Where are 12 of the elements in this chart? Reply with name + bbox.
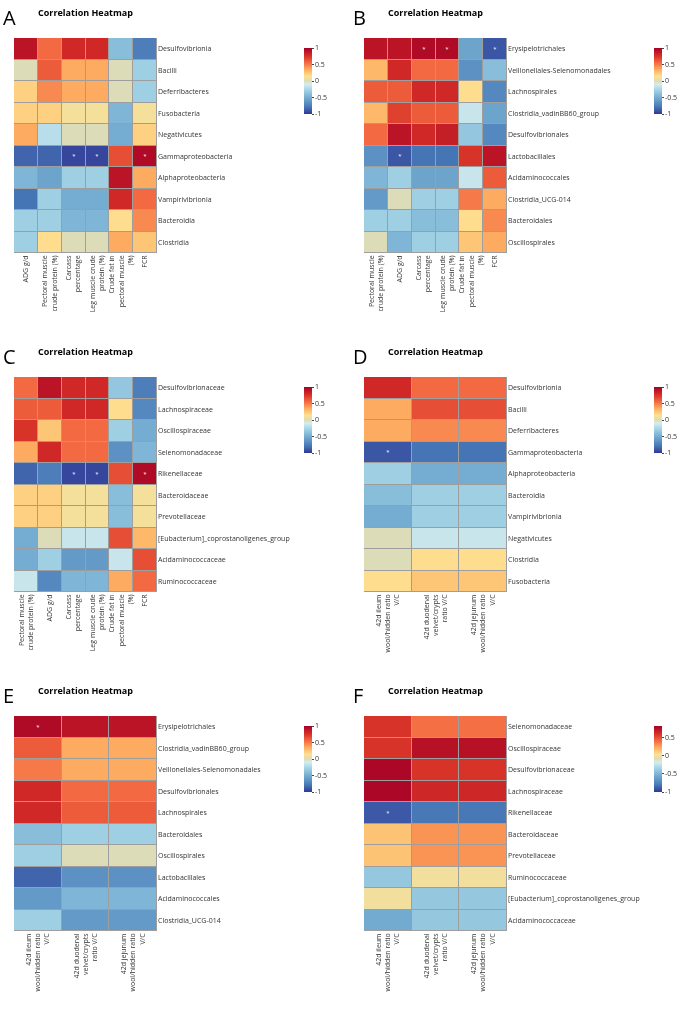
text: A (3, 4, 16, 31)
text: D (353, 343, 368, 370)
chart-title: Correlation Heatmap (38, 6, 134, 20)
text: F (353, 682, 364, 709)
chart-title: Correlation Heatmap (38, 684, 134, 698)
chart-title: Correlation Heatmap (388, 345, 484, 359)
chart-title: Correlation Heatmap (388, 6, 484, 20)
text: E (3, 682, 15, 709)
text: C (3, 343, 16, 370)
chart-title: Correlation Heatmap (388, 684, 484, 698)
text: B (353, 4, 366, 31)
chart-title: Correlation Heatmap (38, 345, 134, 359)
